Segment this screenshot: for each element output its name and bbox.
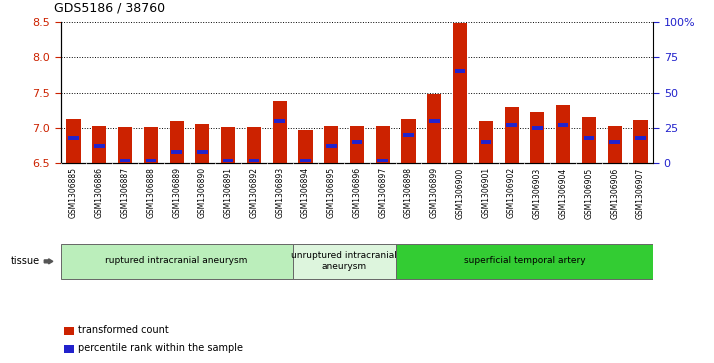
Bar (481, 140, 491, 144)
Bar (221, 127, 235, 163)
Bar (532, 126, 543, 130)
Text: GSM1306907: GSM1306907 (636, 167, 645, 219)
Bar (376, 126, 390, 163)
Text: GSM1306906: GSM1306906 (610, 167, 619, 219)
Text: GSM1306888: GSM1306888 (146, 167, 156, 218)
Bar (378, 159, 388, 163)
Bar (298, 130, 313, 163)
Text: GDS5186 / 38760: GDS5186 / 38760 (54, 1, 165, 15)
Bar (403, 133, 414, 137)
Bar (633, 120, 648, 163)
Bar (120, 159, 131, 163)
Bar (146, 159, 156, 163)
Text: GSM1306895: GSM1306895 (327, 167, 336, 219)
Bar (427, 94, 441, 163)
Text: GSM1306891: GSM1306891 (223, 167, 233, 218)
Bar (558, 123, 568, 127)
Bar (274, 119, 285, 123)
Text: GSM1306893: GSM1306893 (275, 167, 284, 219)
Text: GSM1306892: GSM1306892 (249, 167, 258, 218)
Bar (64, 345, 74, 353)
Bar (324, 126, 338, 163)
Bar (326, 144, 336, 148)
Bar (300, 159, 311, 163)
Bar (583, 136, 594, 140)
Text: GSM1306902: GSM1306902 (507, 167, 516, 219)
Text: GSM1306901: GSM1306901 (481, 167, 491, 219)
Bar (169, 121, 183, 163)
Text: GSM1306905: GSM1306905 (584, 167, 593, 219)
Bar (248, 159, 259, 163)
Bar (171, 150, 182, 154)
Text: GSM1306899: GSM1306899 (430, 167, 439, 219)
Text: unruptured intracranial
aneurysm: unruptured intracranial aneurysm (291, 250, 397, 271)
Bar (64, 327, 74, 335)
Bar (352, 140, 362, 144)
Bar (196, 125, 209, 163)
Bar (247, 127, 261, 163)
Text: GSM1306887: GSM1306887 (121, 167, 130, 218)
Text: transformed count: transformed count (79, 325, 169, 335)
Bar (455, 69, 466, 73)
Text: GSM1306900: GSM1306900 (456, 167, 465, 219)
Bar (293, 244, 396, 279)
Bar (506, 123, 517, 127)
Text: GSM1306897: GSM1306897 (378, 167, 387, 219)
Bar (350, 126, 364, 163)
Text: superficial temporal artery: superficial temporal artery (463, 256, 585, 265)
Bar (505, 107, 518, 163)
Bar (66, 119, 81, 163)
Bar (69, 136, 79, 140)
Bar (197, 150, 208, 154)
Bar (582, 117, 596, 163)
Bar (453, 23, 467, 163)
Bar (635, 136, 645, 140)
Bar (396, 244, 653, 279)
Text: GSM1306896: GSM1306896 (353, 167, 361, 219)
Bar (92, 126, 106, 163)
Bar (94, 144, 105, 148)
Text: GSM1306894: GSM1306894 (301, 167, 310, 219)
Bar (556, 105, 570, 163)
Bar (401, 119, 416, 163)
Bar (531, 113, 545, 163)
Text: tissue: tissue (11, 256, 40, 266)
Text: GSM1306885: GSM1306885 (69, 167, 78, 218)
Text: GSM1306903: GSM1306903 (533, 167, 542, 219)
Bar (61, 244, 293, 279)
Bar (429, 119, 440, 123)
Bar (479, 121, 493, 163)
Bar (608, 126, 622, 163)
Bar (223, 159, 233, 163)
Bar (609, 140, 620, 144)
Text: ruptured intracranial aneurysm: ruptured intracranial aneurysm (106, 256, 248, 265)
Text: GSM1306889: GSM1306889 (172, 167, 181, 218)
Bar (144, 127, 158, 163)
Bar (118, 127, 132, 163)
Text: GSM1306904: GSM1306904 (558, 167, 568, 219)
Text: GSM1306890: GSM1306890 (198, 167, 207, 219)
Text: percentile rank within the sample: percentile rank within the sample (79, 343, 243, 354)
Text: GSM1306898: GSM1306898 (404, 167, 413, 218)
Text: GSM1306886: GSM1306886 (95, 167, 104, 218)
Bar (273, 101, 287, 163)
